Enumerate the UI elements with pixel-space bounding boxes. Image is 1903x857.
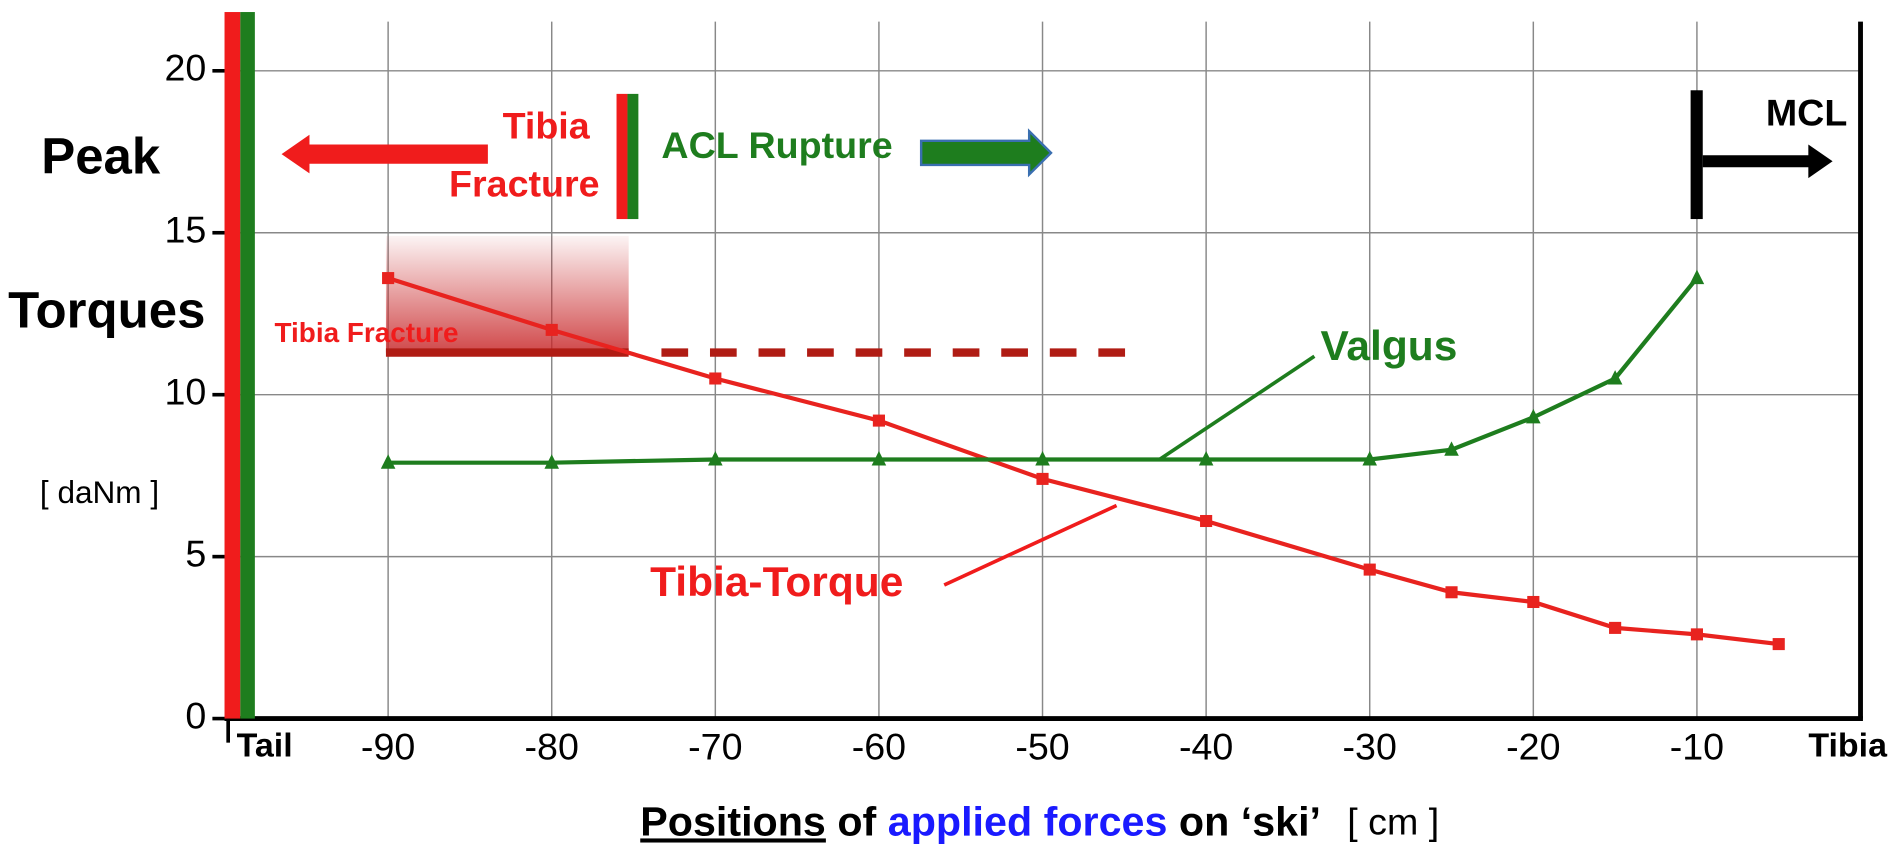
x-label-part: Positions bbox=[640, 798, 826, 844]
marker bbox=[1198, 451, 1214, 466]
y-tick-label: 15 bbox=[164, 209, 206, 251]
marker bbox=[1036, 472, 1049, 485]
marker bbox=[1772, 638, 1785, 651]
x-tick-label: -70 bbox=[688, 726, 742, 768]
marker bbox=[1444, 441, 1459, 456]
marker bbox=[1363, 563, 1376, 576]
annotation: Tibia bbox=[503, 105, 591, 147]
marker bbox=[544, 454, 560, 469]
y-unit: [ daNm ] bbox=[40, 475, 159, 510]
y-label: Torques bbox=[8, 282, 205, 339]
x-tick-label: -30 bbox=[1343, 726, 1397, 768]
marker bbox=[380, 454, 396, 469]
tail-bar-red bbox=[224, 12, 241, 719]
marker bbox=[872, 414, 885, 427]
arrow-left bbox=[281, 134, 488, 174]
x-tick-label: -10 bbox=[1670, 726, 1724, 768]
arrow-right bbox=[919, 128, 1053, 178]
marker bbox=[1689, 269, 1705, 285]
grid: -90 -80 -70 -60 -50 -40 -30 -20 -10 0 5 10 15 20 bbox=[164, 21, 1861, 768]
x-label-part: of bbox=[837, 798, 876, 844]
marker bbox=[1690, 628, 1703, 641]
x-tick-label: -50 bbox=[1015, 726, 1069, 768]
y-tick-label: 0 bbox=[185, 695, 206, 737]
x-tick-label: -90 bbox=[361, 726, 415, 768]
leader-line bbox=[1158, 354, 1316, 462]
marker bbox=[1035, 451, 1050, 466]
annotation: MCL bbox=[1766, 92, 1847, 134]
marker-green bbox=[627, 93, 639, 220]
y-tick-label: 20 bbox=[164, 47, 206, 89]
x-end-label: Tibia bbox=[1808, 726, 1888, 764]
marker bbox=[708, 451, 723, 466]
y-tick-label: 5 bbox=[185, 533, 206, 575]
marker bbox=[1527, 595, 1540, 608]
marker-red bbox=[616, 93, 628, 220]
marker bbox=[709, 372, 722, 385]
series-line bbox=[387, 276, 1779, 647]
mcl-bar bbox=[1690, 90, 1703, 220]
leader-line bbox=[943, 503, 1118, 587]
x-label-part: applied forces bbox=[888, 798, 1168, 844]
x-tick-label: -80 bbox=[525, 726, 579, 768]
series-label: Tibia-Torque bbox=[650, 558, 903, 605]
threshold-label: Tibia Fracture bbox=[275, 317, 459, 348]
marker bbox=[1609, 621, 1622, 634]
x-tick-label: -40 bbox=[1179, 726, 1233, 768]
x-label-part: on ‘ski’ bbox=[1179, 798, 1321, 844]
annotation: Fracture bbox=[449, 163, 599, 205]
marker bbox=[545, 323, 558, 336]
marker bbox=[1362, 451, 1378, 466]
y-tick-label: 10 bbox=[164, 371, 206, 413]
marker bbox=[1526, 408, 1541, 424]
mcl-arrow bbox=[1702, 144, 1833, 179]
tail-bar-green bbox=[240, 12, 255, 719]
x-unit: [ cm ] bbox=[1347, 800, 1439, 842]
annotation: ACL Rupture bbox=[661, 124, 892, 166]
series-label: Valgus bbox=[1320, 322, 1457, 369]
marker bbox=[1445, 586, 1458, 599]
data bbox=[380, 269, 1785, 651]
x-end-label: Tail bbox=[237, 726, 293, 764]
x-tick-label: -60 bbox=[852, 726, 906, 768]
x-tick-label: -20 bbox=[1506, 726, 1560, 768]
marker bbox=[1200, 514, 1213, 528]
marker bbox=[382, 272, 395, 285]
marker bbox=[871, 451, 887, 466]
fracture-zone bbox=[385, 235, 629, 353]
y-label: Peak bbox=[41, 128, 161, 185]
marker bbox=[1607, 370, 1623, 385]
x-label: Positions of applied forces on ‘ski’ bbox=[640, 798, 1321, 844]
